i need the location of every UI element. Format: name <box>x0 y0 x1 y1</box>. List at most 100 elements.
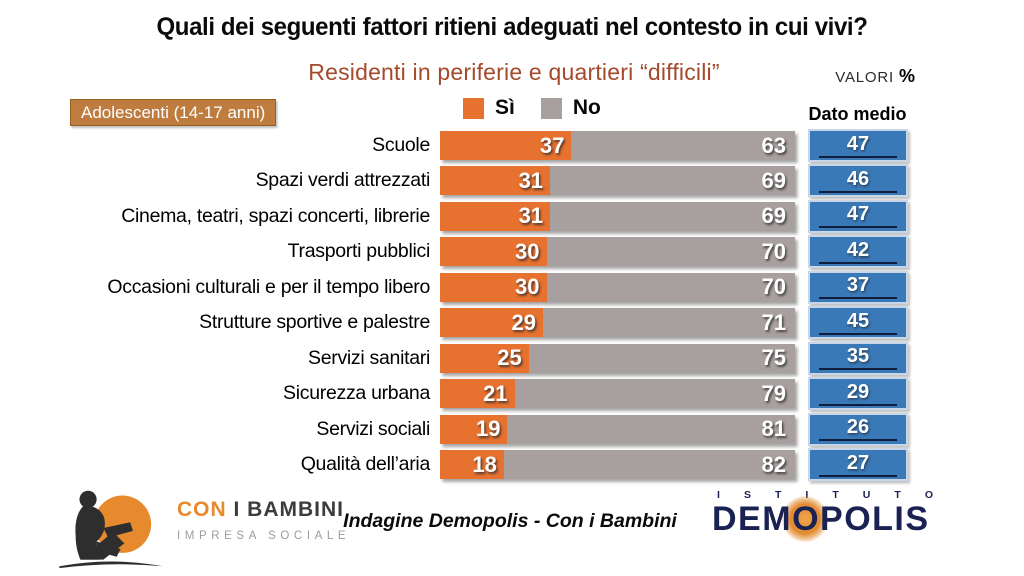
chart-row: Servizi sanitari 25 75 35 <box>0 341 1024 375</box>
si-value: 21 <box>483 380 508 406</box>
category-label: Trasporti pubblici <box>287 240 431 263</box>
dato-medio-box: 47 <box>808 199 908 233</box>
si-value: 30 <box>515 274 540 300</box>
si-value: 31 <box>518 167 544 193</box>
dato-underline <box>819 368 897 371</box>
si-value: 18 <box>472 451 497 477</box>
bar-segment-si: 37 <box>440 131 572 160</box>
bar-segment-no: 82 <box>503 450 795 480</box>
dato-underline <box>819 403 897 406</box>
dato-medio-box: 27 <box>808 448 908 482</box>
dato-medio-box: 35 <box>808 341 908 375</box>
stacked-bar: 31 69 <box>440 166 795 196</box>
bar-segment-si: 21 <box>440 379 515 409</box>
demopolis-text-pre: DEM <box>712 500 793 538</box>
dato-underline <box>819 226 897 229</box>
legend-si-label: Sì <box>495 96 515 119</box>
source-caption: Indagine Demopolis - Con i Bambini <box>343 510 677 532</box>
dato-underline <box>819 439 897 442</box>
stacked-bar: 25 75 <box>440 343 795 373</box>
chart-legend: Sì No <box>463 96 601 120</box>
category-label: Servizi sociali <box>316 417 430 440</box>
no-value: 75 <box>761 345 786 371</box>
legend-no-label: No <box>572 96 601 119</box>
si-value: 37 <box>539 132 565 158</box>
chart-row: Qualità dell’aria 18 82 27 <box>0 448 1024 482</box>
chart-rows: Scuole 37 63 47 Spazi verdi attrezzati 3… <box>0 129 1024 491</box>
dato-medio-value: 29 <box>846 380 870 403</box>
chart-row: Servizi sociali 19 81 26 <box>0 412 1024 446</box>
stacked-bar: 30 70 <box>440 272 795 302</box>
chart-row: Sicurezza urbana 21 79 29 <box>0 377 1024 411</box>
dato-medio-value: 27 <box>846 451 870 474</box>
no-value: 69 <box>761 167 786 193</box>
dato-medio-header: Dato medio <box>808 104 907 124</box>
con-i-bambini-wordmark: CON I BAMBINI IMPRESA SOCIALE <box>177 498 350 542</box>
dato-medio-box: 46 <box>808 164 908 198</box>
bar-segment-si: 29 <box>440 308 543 338</box>
dato-medio-value: 46 <box>846 167 870 190</box>
dato-medio-value: 26 <box>846 416 870 439</box>
dato-medio-box: 45 <box>808 306 908 340</box>
dato-medio-value: 35 <box>846 345 870 368</box>
bar-segment-no: 69 <box>550 166 795 196</box>
bar-segment-si: 31 <box>440 166 551 196</box>
no-value: 70 <box>761 274 786 300</box>
valori-percent-note: VALORI % <box>835 66 915 87</box>
dato-underline <box>819 155 897 158</box>
brand-con: CON <box>177 498 227 521</box>
chart-row: Occasioni culturali e per il tempo liber… <box>0 270 1024 304</box>
category-label: Sicurezza urbana <box>283 382 430 405</box>
dato-medio-value: 47 <box>846 203 870 226</box>
bar-segment-si: 30 <box>440 272 547 302</box>
bar-segment-si: 30 <box>440 237 547 267</box>
category-label: Scuole <box>372 134 430 156</box>
category-label: Qualità dell’aria <box>300 453 431 476</box>
bar-segment-no: 69 <box>550 201 795 231</box>
no-value: 63 <box>761 132 786 158</box>
dato-medio-box: 47 <box>808 129 908 162</box>
category-label: Spazi verdi attrezzati <box>255 169 431 192</box>
stacked-bar: 30 70 <box>440 237 795 267</box>
cohort-badge: Adolescenti (14-17 anni) <box>70 99 277 126</box>
dato-medio-value: 37 <box>846 274 870 297</box>
dato-medio-box: 26 <box>808 412 908 446</box>
dato-underline <box>819 297 897 300</box>
demopolis-orange-o: O <box>782 496 829 542</box>
brand-name: CON I BAMBINI <box>177 498 350 522</box>
no-value: 70 <box>761 238 786 264</box>
bar-segment-no: 75 <box>528 343 795 373</box>
chart-row: Strutture sportive e palestre 29 71 45 <box>0 306 1024 340</box>
dato-underline <box>819 474 897 477</box>
no-value: 81 <box>761 416 786 442</box>
bar-segment-no: 71 <box>542 308 795 338</box>
dato-underline <box>819 190 897 193</box>
demopolis-text-post: POLIS <box>820 500 930 538</box>
legend-item-si: Sì <box>463 96 515 120</box>
dato-medio-box: 29 <box>808 377 908 411</box>
stacked-bar: 18 82 <box>440 450 795 480</box>
chart-row: Trasporti pubblici 30 70 42 <box>0 235 1024 269</box>
chart-subtitle: Residenti in periferie e quartieri “diff… <box>308 59 720 85</box>
dato-medio-value: 42 <box>846 238 870 261</box>
si-value: 30 <box>515 238 540 264</box>
chart-row: Scuole 37 63 47 <box>0 129 1024 162</box>
stacked-bar: 37 63 <box>440 131 795 160</box>
stacked-bar: 29 71 <box>440 308 795 338</box>
si-value: 29 <box>511 309 536 335</box>
no-value: 82 <box>761 451 786 477</box>
no-swatch-icon <box>540 97 562 119</box>
brand-subtitle: IMPRESA SOCIALE <box>177 530 351 542</box>
si-value: 25 <box>497 345 522 371</box>
brand-bambini: I BAMBINI <box>226 498 344 521</box>
stacked-bar: 19 81 <box>440 414 795 444</box>
category-label: Occasioni culturali e per il tempo liber… <box>107 275 430 298</box>
bar-segment-no: 79 <box>514 379 795 409</box>
demopolis-wordmark: DEM OPOLIS <box>712 496 938 542</box>
percent-sign: % <box>898 66 915 86</box>
con-i-bambini-logo <box>59 490 163 569</box>
bar-segment-no: 81 <box>507 414 795 444</box>
category-label: Servizi sanitari <box>308 346 430 369</box>
